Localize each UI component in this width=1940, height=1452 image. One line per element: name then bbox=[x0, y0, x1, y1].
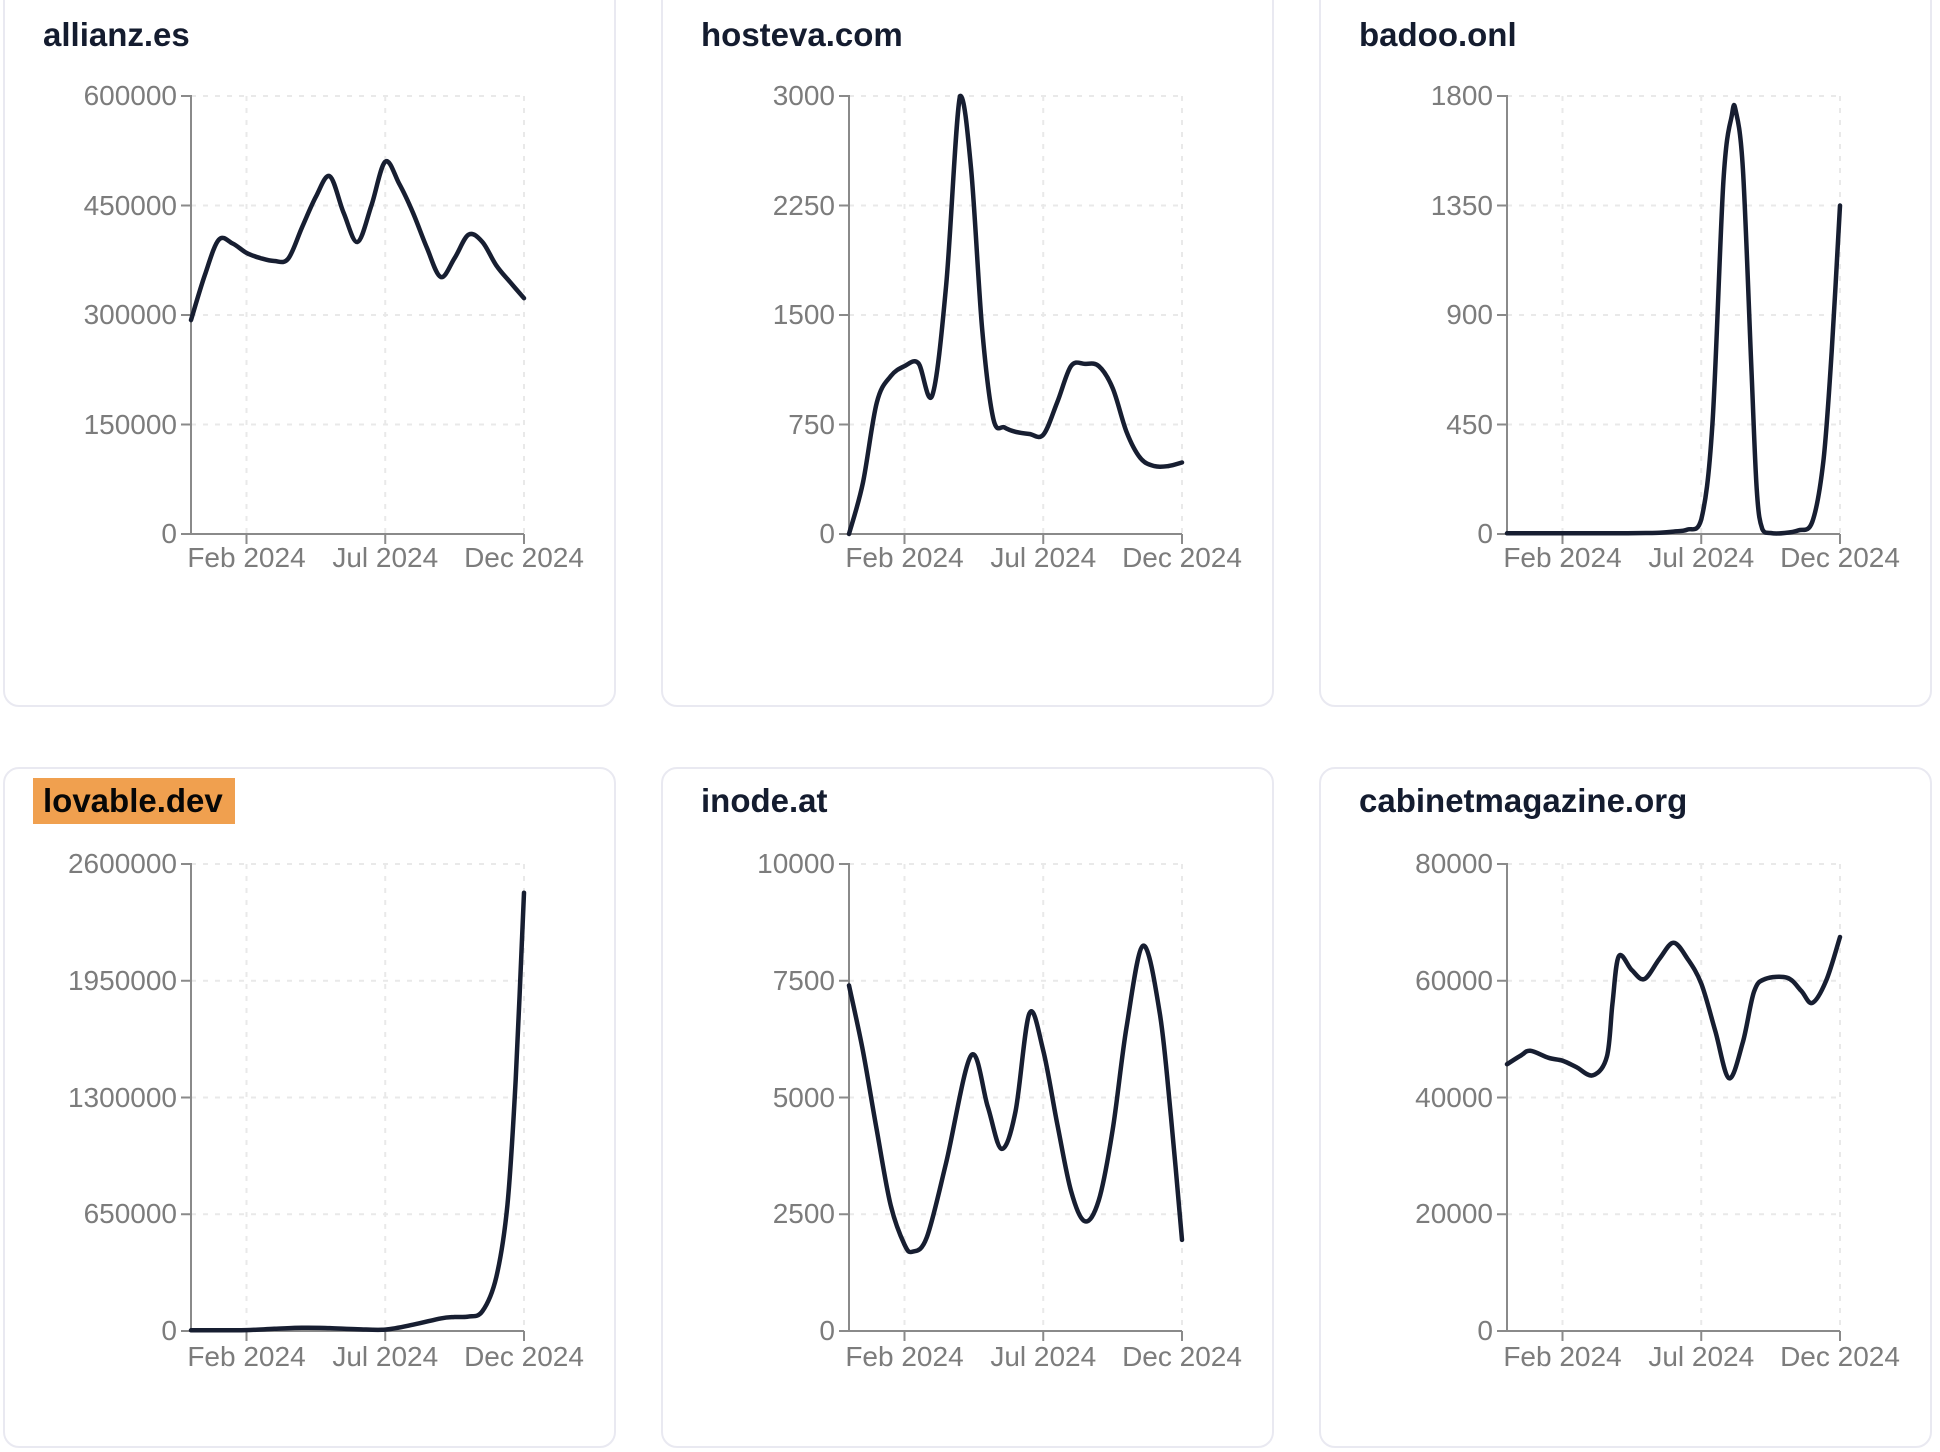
line-chart: 0 750 1500 2250 3000 Feb 2024 Jul 2024 Dec 2024 bbox=[663, 0, 1272, 705]
y-axis-tick-label: 20000 bbox=[1415, 1198, 1493, 1230]
y-axis-tick-label: 150000 bbox=[83, 408, 177, 440]
line-chart: 0 20000 40000 60000 80000 Feb 2024 Jul 2024 Dec… bbox=[1321, 769, 1930, 1446]
chart-card-inode-at: inode.at 0 2500 5000 7500 10000 Feb 2024 Jul 2… bbox=[661, 767, 1274, 1448]
y-axis-tick-label: 1350 bbox=[1430, 189, 1493, 221]
chart-canvas bbox=[839, 93, 1185, 544]
axis-lines bbox=[1497, 863, 1841, 1341]
chart-canvas bbox=[1497, 863, 1843, 1341]
y-axis-tick-label: 1500 bbox=[772, 299, 835, 330]
y-axis-tick-label: 600000 bbox=[83, 80, 177, 111]
x-axis-tick-label: Dec 2024 bbox=[1122, 542, 1242, 573]
data-line bbox=[846, 93, 1185, 537]
y-axis-tick-label: 10000 bbox=[757, 848, 835, 879]
x-axis-tick-label: Feb 2024 bbox=[1503, 1341, 1622, 1372]
x-axis-tick-label: Dec 2024 bbox=[464, 1341, 584, 1372]
line-chart: 0 2500 5000 7500 10000 Feb 2024 Jul 2024 Dec 20… bbox=[663, 769, 1272, 1446]
chart-title-text: allianz.es bbox=[43, 16, 190, 53]
chart-title-text: hosteva.com bbox=[701, 16, 903, 53]
data-line bbox=[188, 158, 527, 323]
axis-lines bbox=[181, 95, 525, 544]
y-axis-tick-label: 2250 bbox=[772, 189, 835, 221]
y-axis-tick-label: 3000 bbox=[772, 80, 835, 111]
chart-title: badoo.onl bbox=[1359, 16, 1517, 54]
y-axis-tick-label: 0 bbox=[1477, 518, 1493, 549]
y-axis-tick-label: 0 bbox=[161, 518, 177, 549]
data-line bbox=[1504, 934, 1843, 1081]
x-axis-tick-label: Jul 2024 bbox=[990, 542, 1097, 573]
chart-title: inode.at bbox=[701, 782, 828, 820]
chart-title: lovable.dev bbox=[33, 778, 235, 824]
axis-lines bbox=[839, 863, 1183, 1341]
chart-title-text: badoo.onl bbox=[1359, 16, 1517, 53]
chart-title: cabinetmagazine.org bbox=[1359, 782, 1687, 820]
y-axis-tick-label: 750 bbox=[788, 408, 835, 440]
chart-title-text: inode.at bbox=[701, 782, 828, 819]
x-axis-tick-label: Dec 2024 bbox=[1780, 1341, 1900, 1372]
axis-lines bbox=[1497, 95, 1841, 544]
x-axis-tick-label: Jul 2024 bbox=[332, 1341, 439, 1372]
x-axis-tick-label: Feb 2024 bbox=[187, 1341, 306, 1372]
y-axis-tick-label: 2500 bbox=[772, 1198, 835, 1230]
y-axis-tick-label: 1800 bbox=[1430, 80, 1493, 111]
chart-canvas bbox=[181, 863, 527, 1341]
y-axis-tick-label: 0 bbox=[1477, 1315, 1493, 1346]
axis-lines bbox=[181, 863, 525, 1341]
y-axis-tick-label: 450 bbox=[1446, 408, 1493, 440]
chart-card-badoo-onl: badoo.onl 0 450 900 1350 1800 Feb 2024 Jul 202… bbox=[1319, 0, 1932, 707]
chart-card-cabinetmagazine-org: cabinetmagazine.org 0 20000 40000 60000 8000… bbox=[1319, 767, 1932, 1448]
y-axis-tick-label: 0 bbox=[819, 518, 835, 549]
chart-card-lovable-dev: lovable.dev 0 650000 1300000 1950000 2600000… bbox=[3, 767, 616, 1448]
y-axis-tick-label: 2600000 bbox=[67, 848, 177, 879]
x-axis-tick-label: Feb 2024 bbox=[1503, 542, 1622, 573]
data-line bbox=[188, 890, 527, 1333]
x-axis-tick-label: Dec 2024 bbox=[1122, 1341, 1242, 1372]
x-axis-tick-label: Jul 2024 bbox=[1648, 1341, 1755, 1372]
y-axis-tick-label: 1300000 bbox=[67, 1081, 177, 1113]
chart-title: allianz.es bbox=[43, 16, 190, 54]
y-axis-tick-label: 5000 bbox=[772, 1081, 835, 1113]
chart-title-text-highlighted: lovable.dev bbox=[33, 778, 235, 824]
x-axis-tick-label: Feb 2024 bbox=[845, 542, 964, 573]
y-axis-tick-label: 0 bbox=[161, 1315, 177, 1346]
y-axis-tick-label: 300000 bbox=[83, 299, 177, 330]
x-axis-tick-label: Dec 2024 bbox=[1780, 542, 1900, 573]
line-chart: 0 150000 300000 450000 600000 Feb 2024 Jul 202… bbox=[5, 0, 614, 705]
chart-canvas bbox=[181, 95, 527, 544]
x-axis-tick-label: Dec 2024 bbox=[464, 542, 584, 573]
chart-title: hosteva.com bbox=[701, 16, 903, 54]
data-line bbox=[1504, 102, 1843, 536]
line-chart: 0 650000 1300000 1950000 2600000 Feb 2024 Jul … bbox=[5, 769, 614, 1446]
chart-title-text: cabinetmagazine.org bbox=[1359, 782, 1688, 819]
y-axis-tick-label: 900 bbox=[1446, 299, 1493, 330]
chart-card-allianz-es: allianz.es 0 150000 300000 450000 600000 Feb … bbox=[3, 0, 616, 707]
x-axis-tick-label: Feb 2024 bbox=[845, 1341, 964, 1372]
x-axis-tick-label: Jul 2024 bbox=[990, 1341, 1097, 1372]
y-axis-tick-label: 80000 bbox=[1415, 848, 1493, 879]
x-axis-tick-label: Feb 2024 bbox=[187, 542, 306, 573]
chart-canvas bbox=[839, 863, 1185, 1341]
y-axis-tick-label: 0 bbox=[819, 1315, 835, 1346]
chart-card-hosteva-com: hosteva.com 0 750 1500 2250 3000 Feb 2024 Jul … bbox=[661, 0, 1274, 707]
axis-lines bbox=[839, 95, 1183, 544]
data-line bbox=[846, 943, 1185, 1255]
y-axis-tick-label: 450000 bbox=[83, 189, 177, 221]
y-axis-tick-label: 7500 bbox=[772, 964, 835, 996]
x-axis-tick-label: Jul 2024 bbox=[332, 542, 439, 573]
x-axis-tick-label: Jul 2024 bbox=[1648, 542, 1755, 573]
chart-canvas bbox=[1497, 95, 1843, 544]
y-axis-tick-label: 60000 bbox=[1415, 964, 1493, 996]
line-chart: 0 450 900 1350 1800 Feb 2024 Jul 2024 Dec 2024 bbox=[1321, 0, 1930, 705]
y-axis-tick-label: 1950000 bbox=[67, 964, 177, 996]
y-axis-tick-label: 650000 bbox=[83, 1198, 177, 1230]
y-axis-tick-label: 40000 bbox=[1415, 1081, 1493, 1113]
